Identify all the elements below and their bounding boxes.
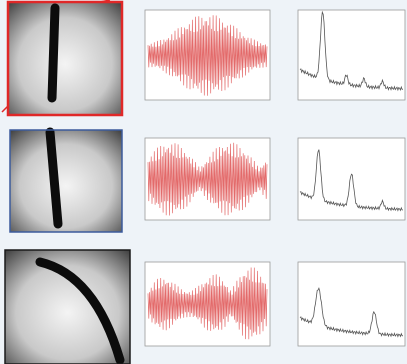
rod	[52, 8, 55, 98]
specimen-photo	[10, 130, 122, 232]
figure	[0, 0, 407, 364]
plot-area	[298, 10, 405, 100]
plot-area	[298, 138, 405, 220]
specimen-photo	[8, 2, 122, 115]
plot-area	[298, 262, 405, 346]
